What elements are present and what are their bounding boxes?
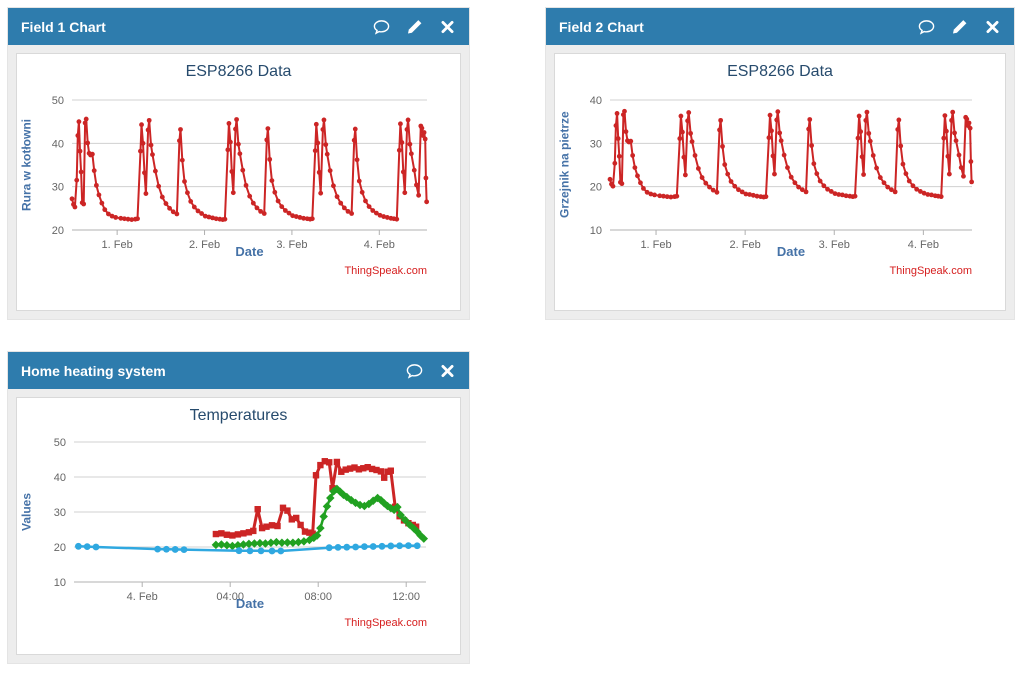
- svg-text:50: 50: [54, 437, 66, 449]
- comment-icon[interactable]: [373, 19, 390, 35]
- svg-text:30: 30: [590, 138, 602, 150]
- comment-icon[interactable]: [918, 19, 935, 35]
- svg-text:08:00: 08:00: [304, 591, 332, 603]
- svg-text:3. Feb: 3. Feb: [276, 239, 307, 251]
- close-icon[interactable]: [439, 19, 456, 35]
- svg-text:1. Feb: 1. Feb: [102, 239, 133, 251]
- panel-icons: [918, 19, 1001, 35]
- svg-text:4. Feb: 4. Feb: [127, 591, 158, 603]
- svg-text:20: 20: [54, 542, 66, 554]
- svg-text:4. Feb: 4. Feb: [908, 239, 939, 251]
- close-icon[interactable]: [984, 19, 1001, 35]
- svg-text:40: 40: [52, 138, 64, 150]
- edit-icon[interactable]: [406, 19, 423, 35]
- svg-text:40: 40: [590, 95, 602, 107]
- svg-text:10: 10: [54, 577, 66, 589]
- thingspeak-credit-link[interactable]: ThingSpeak.com: [889, 265, 972, 277]
- svg-text:2. Feb: 2. Feb: [730, 239, 761, 251]
- comment-icon[interactable]: [406, 363, 423, 379]
- chart-field1: ESP8266 Data Rura w kotłowni 20 30 40 50 1. …: [16, 53, 461, 311]
- x-axis-title: Date: [235, 244, 264, 259]
- panel-field1-chart: Field 1 Chart ESP8266 Data Rura w kotłow…: [8, 8, 469, 319]
- chart-plot-area: 10 20 30 40 50 4. Feb 04:00 08:00 12:00: [54, 437, 429, 603]
- panel-title: Home heating system: [21, 362, 166, 379]
- x-axis-title: Date: [235, 596, 265, 611]
- panel-title: Field 2 Chart: [559, 18, 644, 35]
- x-axis-title: Date: [776, 244, 806, 259]
- svg-text:10: 10: [590, 225, 602, 237]
- svg-text:50: 50: [52, 95, 64, 107]
- svg-text:30: 30: [52, 182, 64, 194]
- chart-plot-area: 20 30 40 50 1. Feb 2. Feb 3. Feb 4. Feb: [52, 95, 430, 251]
- panel-field2-chart: Field 2 Chart ESP8266 Data Grzejnik na p…: [546, 8, 1014, 319]
- panel-header: Field 1 Chart: [8, 8, 469, 45]
- panel-title: Field 1 Chart: [21, 18, 106, 35]
- svg-text:40: 40: [54, 472, 66, 484]
- edit-icon[interactable]: [951, 19, 968, 35]
- panel-icons: [406, 363, 456, 379]
- chart-plot-area: 10 20 30 40 1. Feb 2. Feb 3. Feb 4. Feb: [590, 95, 975, 251]
- close-icon[interactable]: [439, 363, 456, 379]
- panel-header: Home heating system: [8, 352, 469, 389]
- chart-title: ESP8266 Data: [727, 63, 833, 80]
- chart-title: ESP8266 Data: [185, 63, 292, 80]
- svg-text:1. Feb: 1. Feb: [640, 239, 671, 251]
- panel-home-heating: Home heating system Temperatures Values …: [8, 352, 469, 663]
- chart-field2: ESP8266 Data Grzejnik na pietrze 10 20 30 4…: [554, 53, 1006, 311]
- panel-header: Field 2 Chart: [546, 8, 1014, 45]
- thingspeak-credit-link[interactable]: ThingSpeak.com: [344, 617, 427, 629]
- svg-text:04:00: 04:00: [216, 591, 244, 603]
- thingspeak-credit-link[interactable]: ThingSpeak.com: [344, 265, 427, 277]
- panel-icons: [373, 19, 456, 35]
- svg-text:4. Feb: 4. Feb: [364, 239, 395, 251]
- svg-text:3. Feb: 3. Feb: [819, 239, 850, 251]
- svg-text:30: 30: [54, 507, 66, 519]
- svg-text:12:00: 12:00: [392, 591, 420, 603]
- chart-temperatures: Temperatures Values 10 20 30 40 50 4. Feb 04:0…: [16, 397, 461, 655]
- svg-text:20: 20: [52, 225, 64, 237]
- svg-text:20: 20: [590, 182, 602, 194]
- chart-title: Temperatures: [189, 407, 288, 424]
- svg-text:2. Feb: 2. Feb: [189, 239, 220, 251]
